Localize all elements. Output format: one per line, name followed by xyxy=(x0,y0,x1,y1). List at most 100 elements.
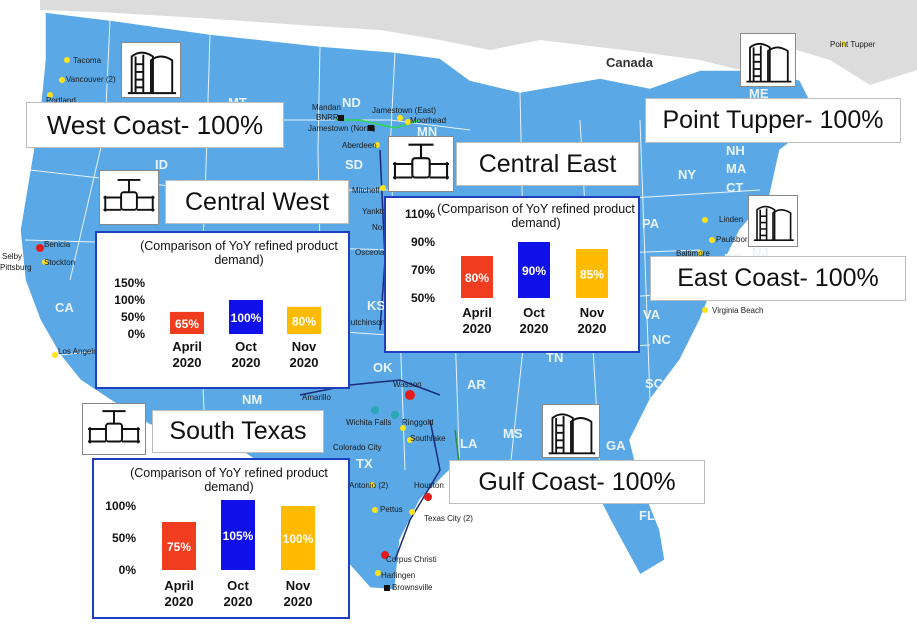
x-tick-label: 2020 xyxy=(165,594,194,609)
chart-caption: (Comparison of YoY refined product deman… xyxy=(140,239,338,267)
state-label: SC xyxy=(645,376,664,391)
country-label-canada: Canada xyxy=(606,55,653,70)
y-tick-label: 0% xyxy=(119,563,137,577)
bar xyxy=(461,256,493,298)
city-label: Wasson xyxy=(393,380,422,389)
state-label: ID xyxy=(155,157,168,172)
state-label: NC xyxy=(652,332,671,347)
city-label: Pettus xyxy=(380,505,403,514)
state-label: GA xyxy=(606,438,626,453)
x-tick-label: 2020 xyxy=(224,594,253,609)
x-tick-label: 2020 xyxy=(290,355,319,370)
bar-chart: 150%100%50%0%65%April2020100%Oct202080%N… xyxy=(114,276,321,370)
x-tick-label: 2020 xyxy=(232,355,261,370)
state-label: AR xyxy=(467,377,486,392)
data-label: 105% xyxy=(223,529,254,543)
city-label: Baltimore xyxy=(676,249,710,258)
y-tick-label: 50% xyxy=(112,531,136,545)
y-tick-label: 100% xyxy=(105,499,136,513)
city-label: Harlingen xyxy=(381,571,416,580)
state-label: NM xyxy=(242,392,263,407)
state-label: OK xyxy=(373,360,393,375)
bar xyxy=(162,522,196,570)
x-tick-label: Oct xyxy=(235,339,257,354)
city-label: Los Angeles xyxy=(58,347,102,356)
city-label: Southlake xyxy=(410,434,446,443)
city-label: Yankto xyxy=(362,207,387,216)
city-label: Vancouver (2) xyxy=(66,75,116,84)
city-label: Jamestown (North) xyxy=(308,124,376,133)
state-label: ME xyxy=(749,86,769,101)
chart-south-texas: (Comparison of YoY refined product deman… xyxy=(92,458,350,619)
region-label-point-tupper: Point Tupper- 100% xyxy=(645,98,901,143)
state-label: MN xyxy=(417,124,438,139)
city-label: Osceola xyxy=(355,248,385,257)
city-label: Moorhead xyxy=(410,116,447,125)
x-tick-label: Oct xyxy=(227,578,249,593)
bar xyxy=(576,249,608,298)
city-label: Amarillo xyxy=(302,393,331,402)
city-label: Virginia Beach xyxy=(712,306,764,315)
data-label: 75% xyxy=(167,540,191,554)
city-label: Jamestown (East) xyxy=(372,106,437,115)
y-tick-label: 0% xyxy=(128,327,146,341)
chart-caption: (Comparison of YoY refined product deman… xyxy=(130,466,328,494)
x-tick-label: Oct xyxy=(523,305,545,320)
bar xyxy=(287,306,321,334)
city-label: Portland xyxy=(46,96,76,105)
state-label: FL xyxy=(639,508,655,523)
pipeline-valve-icon xyxy=(99,170,159,225)
x-tick-label: Nov xyxy=(580,305,605,320)
chart-central-east: (Comparison of YoY refined product deman… xyxy=(384,196,640,353)
data-label: 65% xyxy=(175,317,199,331)
state-label: CT xyxy=(726,180,744,195)
state-label: NY xyxy=(678,167,697,182)
bar xyxy=(518,242,550,298)
city-label: Point Tupper xyxy=(830,40,876,49)
region-label-central-west: Central West xyxy=(165,180,349,224)
bar xyxy=(221,500,255,570)
y-tick-label: 150% xyxy=(114,276,145,290)
city-label: Texas City (2) xyxy=(424,514,473,523)
city-label: Benicia xyxy=(44,240,71,249)
city-label: Paulsboro xyxy=(716,235,753,244)
region-label-east-coast: East Coast- 100% xyxy=(650,256,906,301)
city-label: Wichita Falls xyxy=(346,418,392,427)
city-label: Mitchell xyxy=(352,186,380,195)
x-tick-label: 2020 xyxy=(284,594,313,609)
x-tick-label: Nov xyxy=(292,339,317,354)
city-label: Stockton xyxy=(44,258,76,267)
y-tick-label: 70% xyxy=(411,263,435,277)
state-label: VA xyxy=(643,307,661,322)
state-label: PA xyxy=(642,216,660,231)
city-label: Selby xyxy=(2,252,23,261)
pipeline-valve-icon xyxy=(388,136,454,192)
x-tick-label: 2020 xyxy=(520,321,549,336)
data-label: 80% xyxy=(465,271,489,285)
chart-caption: (Comparison of YoY refined product deman… xyxy=(437,202,635,230)
region-label-south-texas: South Texas xyxy=(152,410,324,453)
region-label-central-east: Central East xyxy=(456,142,639,186)
state-label: MS xyxy=(503,426,523,441)
city-label: Tacoma xyxy=(73,56,102,65)
pipeline-valve-icon xyxy=(82,403,146,455)
city-label: Linden xyxy=(719,215,744,224)
storage-tank-icon xyxy=(748,195,798,247)
state-label: SD xyxy=(345,157,364,172)
bar-chart: 100%50%0%75%April2020105%Oct2020100%Nov2… xyxy=(105,499,315,609)
x-tick-label: April xyxy=(164,578,194,593)
y-tick-label: 50% xyxy=(121,310,145,324)
canada-region xyxy=(40,0,917,85)
y-tick-label: 100% xyxy=(114,293,145,307)
city-label: Mandan xyxy=(312,103,341,112)
storage-tank-icon xyxy=(542,404,600,458)
state-label: LA xyxy=(460,436,478,451)
bar xyxy=(170,311,204,334)
city-label: Hutchinson xyxy=(345,318,386,327)
chart-central-west: (Comparison of YoY refined product deman… xyxy=(95,231,350,389)
x-tick-label: 2020 xyxy=(173,355,202,370)
state-label: NH xyxy=(726,143,745,158)
y-tick-label: 90% xyxy=(411,235,435,249)
city-label: Colorado City xyxy=(333,443,382,452)
city-label: Brownsville xyxy=(392,583,433,592)
